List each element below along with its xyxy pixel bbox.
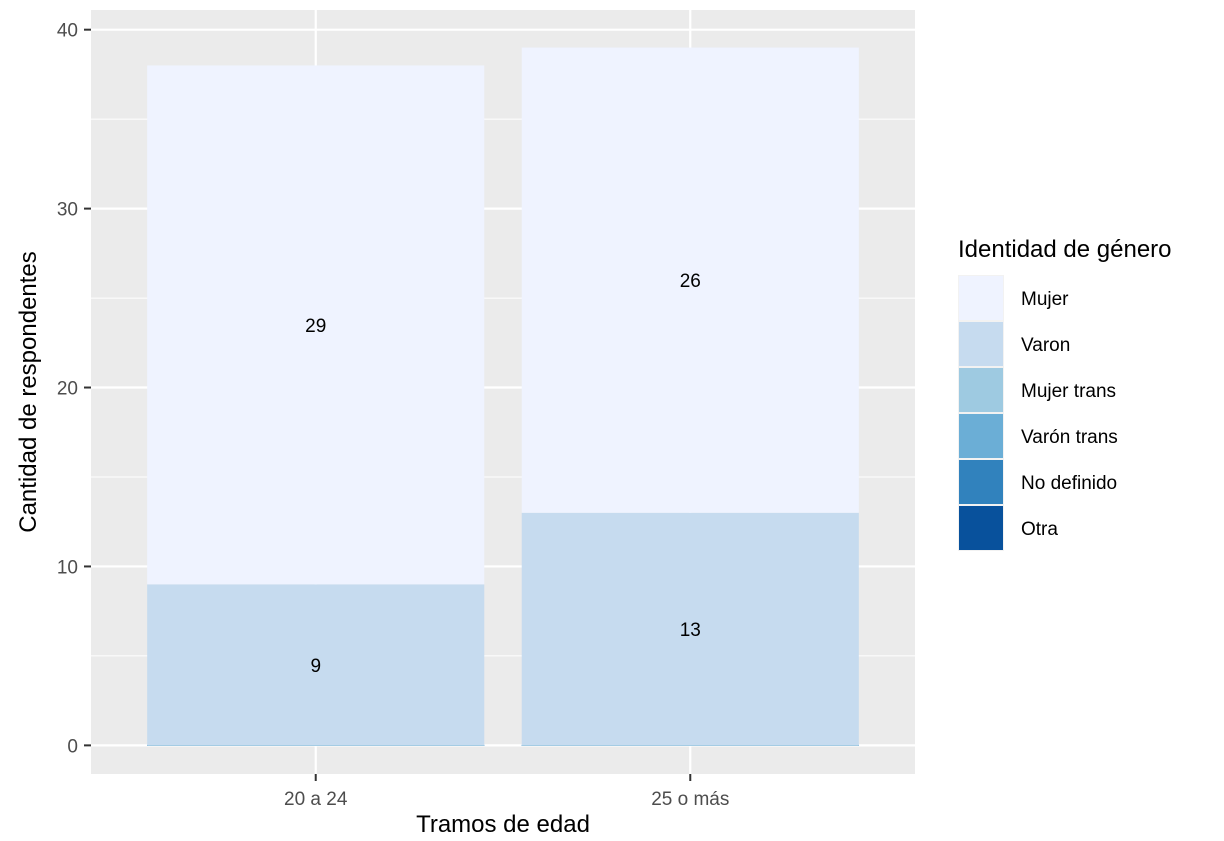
bar-20-a-24-mujer xyxy=(147,65,485,585)
bar-20-a-24-varon xyxy=(147,584,485,746)
bars xyxy=(147,47,859,746)
y-tick-label: 40 xyxy=(57,21,78,42)
legend-label: Varon xyxy=(1021,335,1070,356)
data-label: 26 xyxy=(680,271,701,292)
x-tick-label: 25 o más xyxy=(651,789,729,810)
legend-swatch-varon xyxy=(959,322,1003,366)
legend-swatch-otra xyxy=(959,506,1003,550)
legend-swatch-mujer-trans xyxy=(959,368,1003,412)
bar-25-o-mas-mujer xyxy=(521,47,859,513)
bar-25-o-mas-varon xyxy=(521,512,859,746)
legend: Identidad de género Mujer Varon Mujer tran… xyxy=(958,236,1172,551)
x-tick-label: 20 a 24 xyxy=(284,789,348,810)
y-axis-title: Cantidad de respondentes xyxy=(15,251,42,533)
legend-title: Identidad de género xyxy=(958,236,1172,263)
legend-swatch-varon-trans xyxy=(959,414,1003,458)
legend-swatch-no-definido xyxy=(959,460,1003,504)
y-tick-label: 10 xyxy=(57,557,78,578)
data-labels: 9 29 13 26 xyxy=(305,271,701,677)
data-label: 29 xyxy=(305,316,326,337)
legend-label: Varón trans xyxy=(1021,427,1118,448)
x-axis: 20 a 24 25 o más xyxy=(284,774,729,810)
y-tick-label: 30 xyxy=(57,200,78,221)
legend-swatch-mujer xyxy=(959,276,1003,320)
y-tick-label: 20 xyxy=(57,379,78,400)
legend-label: Otra xyxy=(1021,519,1058,540)
legend-label: Mujer trans xyxy=(1021,381,1116,402)
data-label: 9 xyxy=(310,656,321,677)
x-axis-title: Tramos de edad xyxy=(416,811,590,838)
data-label: 13 xyxy=(680,620,701,641)
legend-label: No definido xyxy=(1021,473,1117,494)
y-axis: 0 10 20 30 40 xyxy=(57,21,91,757)
legend-label: Mujer xyxy=(1021,289,1069,310)
y-tick-label: 0 xyxy=(67,736,78,757)
